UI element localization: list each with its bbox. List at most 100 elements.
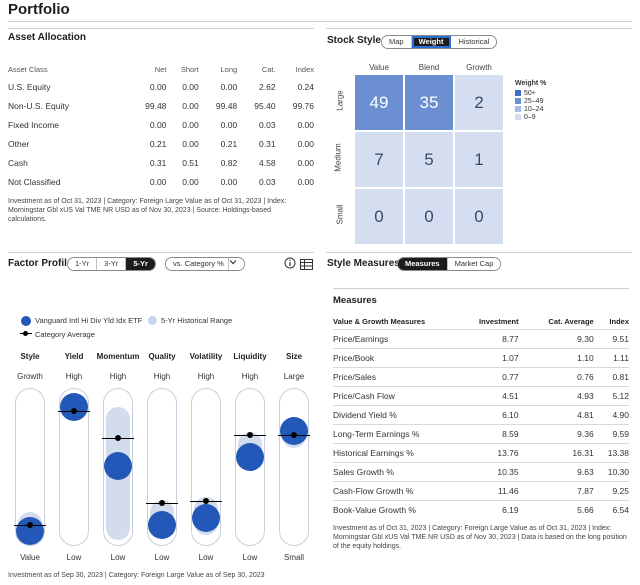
style-col-growth: Growth	[466, 63, 492, 72]
factor-top-label: High	[109, 372, 127, 381]
style-row-small: Small	[335, 204, 345, 225]
value-cell: 0.00	[182, 119, 199, 130]
style-measures-note: Investment as of Oct 31, 2023 | Category…	[333, 525, 627, 550]
category-dropdown[interactable]: vs. Category %	[165, 257, 245, 271]
measure-value-cell: 6.19	[453, 499, 519, 519]
table-view-icon[interactable]	[300, 257, 313, 275]
tab-5yr[interactable]: 5-Yr	[126, 258, 155, 270]
weight-legend-label: 50+	[524, 90, 536, 97]
style-box-grid: 49 35 2 7 5 1 0 0 0	[354, 74, 504, 247]
tab-map[interactable]: Map	[382, 36, 412, 48]
measure-value-cell: 0.81	[593, 366, 629, 386]
measure-name-cell: Dividend Yield %	[333, 404, 453, 424]
col-short: Short	[180, 65, 199, 74]
measure-value-cell: 8.77	[453, 328, 519, 348]
factor-category-average	[27, 521, 33, 528]
asset-allocation-table: Asset Class Net Short Long Cat. Index U.…	[8, 62, 314, 191]
measure-name-cell: Long-Term Earnings %	[333, 423, 453, 443]
asset-class-cell: Non-U.S. Equity	[8, 100, 69, 111]
tab-weight[interactable]: Weight	[411, 36, 452, 48]
stock-style-tabs: Map Weight Historical	[381, 35, 498, 49]
factor-top-label: Large	[283, 372, 305, 381]
weight-legend-swatch	[515, 90, 521, 97]
table-row: Cash-Flow Growth % 11.46 7.87 9.25	[333, 480, 629, 500]
measure-value-cell: 9.63	[518, 461, 594, 481]
measure-value-cell: 9.59	[593, 423, 629, 443]
measure-value-cell: 4.93	[518, 385, 594, 405]
factor-category-average	[291, 432, 297, 439]
value-cell: 0.21	[220, 138, 238, 149]
factor-fund-marker	[192, 504, 220, 533]
factor-bottom-label: Low	[154, 553, 170, 562]
value-cell: 99.48	[215, 100, 238, 111]
table-row: Sales Growth % 10.35 9.63 10.30	[333, 461, 629, 481]
style-col-blend: Blend	[418, 63, 440, 72]
factor-category-average	[71, 407, 77, 414]
measure-value-cell: 8.59	[453, 423, 519, 443]
tab-3yr[interactable]: 3-Yr	[97, 258, 127, 270]
factor-top-label: High	[197, 372, 215, 381]
range-legend-swatch	[148, 316, 157, 325]
weight-legend: Weight % 50+ 25–49 10–24 0–9	[515, 80, 546, 122]
weight-legend-item: 50+	[515, 90, 546, 98]
table-row: Fixed Income 0.00 0.00 0.00 0.03 0.00	[8, 115, 314, 134]
title-divider	[8, 21, 632, 22]
factor-bottom-label: Low	[66, 553, 82, 562]
avg-legend-dot	[23, 331, 28, 336]
factor-category-average	[159, 499, 165, 506]
value-cell: 0.00	[297, 176, 314, 187]
table-row: Other 0.21 0.00 0.21 0.31 0.00	[8, 134, 314, 153]
value-cell: 0.00	[149, 176, 167, 187]
factor-name-yield: Yield	[64, 352, 84, 361]
measure-value-cell: 4.51	[453, 385, 519, 405]
info-icon[interactable]	[284, 256, 296, 274]
weight-legend-swatch	[515, 98, 521, 105]
value-cell: 99.76	[292, 100, 314, 111]
tab-measures[interactable]: Measures	[398, 258, 448, 270]
style-box-cell: 0	[404, 188, 454, 245]
measure-value-cell: 6.10	[453, 404, 519, 424]
value-cell: 0.00	[220, 81, 238, 92]
stock-style-divider	[326, 28, 632, 29]
factor-fund-marker	[60, 393, 88, 422]
measure-value-cell: 9.51	[593, 328, 629, 348]
factor-profile-title: Factor Profile	[8, 258, 73, 269]
avg-legend-label: Category Average	[35, 330, 95, 339]
weight-legend-swatch	[515, 106, 521, 113]
value-cell: 2.62	[259, 81, 276, 92]
table-row: Price/Earnings 8.77 9.30 9.51	[333, 328, 629, 348]
measure-value-cell: 0.76	[518, 366, 594, 386]
factor-bottom-label: Small	[283, 553, 304, 562]
factor-name-quality: Quality	[148, 352, 176, 361]
measure-value-cell: 10.30	[593, 461, 629, 481]
value-cell: 0.00	[182, 100, 199, 111]
measure-value-cell: 16.31	[518, 442, 594, 462]
table-row: Price/Cash Flow 4.51 4.93 5.12	[333, 385, 629, 405]
value-cell: 0.00	[182, 81, 199, 92]
measure-value-cell: 7.87	[518, 480, 594, 500]
weight-legend-label: 10–24	[524, 106, 544, 113]
measure-value-cell: 1.11	[593, 347, 629, 367]
measure-value-cell: 10.35	[453, 461, 519, 481]
category-dropdown-label: vs. Category %	[166, 258, 229, 270]
value-cell: 0.00	[297, 119, 314, 130]
value-cell: 0.21	[149, 138, 167, 149]
measure-value-cell: 13.38	[593, 442, 629, 462]
measure-value-cell: 4.90	[593, 404, 629, 424]
factor-fund-marker	[148, 510, 176, 539]
measure-value-cell: 5.66	[518, 499, 594, 519]
weight-legend-item: 10–24	[515, 106, 546, 114]
value-cell: 0.82	[220, 157, 238, 168]
measure-name-cell: Historical Earnings %	[333, 442, 453, 462]
tab-historical[interactable]: Historical	[451, 36, 497, 48]
factor-bottom-label: Low	[198, 553, 214, 562]
tab-market-cap[interactable]: Market Cap	[447, 258, 501, 270]
asset-class-cell: Other	[8, 138, 30, 149]
style-measures-divider	[326, 252, 632, 253]
style-row-large: Large	[335, 90, 345, 111]
factor-bottom-label: Low	[242, 553, 258, 562]
tab-1yr[interactable]: 1-Yr	[68, 258, 98, 270]
factor-top-label: Growth	[17, 372, 43, 381]
measure-value-cell: 1.10	[518, 347, 594, 367]
weight-legend-title: Weight %	[515, 80, 547, 87]
